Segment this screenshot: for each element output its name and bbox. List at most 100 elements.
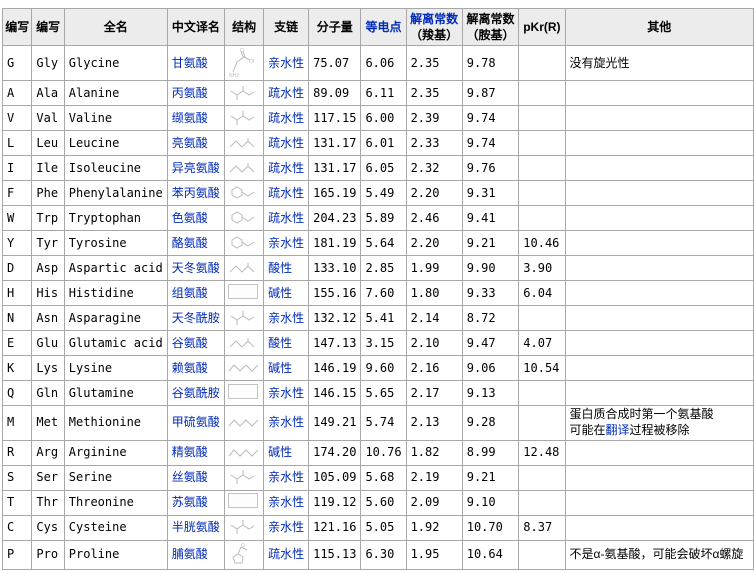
side-chain-link[interactable]: 亲水性 bbox=[268, 235, 305, 250]
side-chain-link[interactable]: 亲水性 bbox=[268, 519, 305, 534]
header-label-line2: （胺基） bbox=[466, 28, 515, 43]
side-chain-link[interactable]: 酸性 bbox=[268, 335, 293, 350]
other-notes bbox=[564, 355, 754, 382]
isoelectric-point: 5.74 bbox=[360, 405, 407, 441]
header-link[interactable]: 解离常数 bbox=[410, 12, 459, 26]
side-chain-link[interactable]: 亲水性 bbox=[268, 55, 305, 70]
chinese-name-link[interactable]: 丙氨酸 bbox=[171, 85, 208, 100]
header-link[interactable]: 等电点 bbox=[365, 20, 402, 35]
full-name: Proline bbox=[63, 539, 168, 570]
molecular-structure-icon[interactable]: O bbox=[228, 543, 254, 564]
table-row-ser: S Ser Serine 丝氨酸 亲水性 105.09 5.68 2.19 9.21 bbox=[1, 464, 754, 491]
molecular-structure-icon[interactable]: O OH NH2 bbox=[228, 48, 254, 78]
pk-amine: 9.78 bbox=[461, 45, 520, 82]
side-chain-cell: 疏水性 bbox=[263, 130, 310, 157]
chinese-name-link[interactable]: 苏氨酸 bbox=[171, 494, 208, 509]
side-chain-link[interactable]: 亲水性 bbox=[268, 310, 305, 325]
molecular-structure-icon[interactable] bbox=[228, 310, 256, 325]
side-chain-link[interactable]: 疏水性 bbox=[268, 160, 305, 175]
other-notes bbox=[564, 155, 754, 182]
pkr-value bbox=[518, 155, 566, 182]
table-row-leu: L Leu Leucine 亮氨酸 疏水性 131.17 6.01 2.33 9.74 bbox=[1, 130, 754, 157]
chinese-name-link[interactable]: 半胱氨酸 bbox=[171, 519, 220, 534]
molecular-weight: 105.09 bbox=[308, 464, 362, 491]
molecular-structure-icon[interactable] bbox=[228, 186, 258, 200]
column-header-mw: 分子量 bbox=[308, 7, 362, 47]
other-notes bbox=[564, 380, 754, 407]
chinese-name-link[interactable]: 精氨酸 bbox=[171, 444, 208, 459]
molecular-structure-icon[interactable] bbox=[228, 336, 256, 350]
chinese-name-link[interactable]: 脯氨酸 bbox=[171, 546, 208, 561]
pk-amine: 9.06 bbox=[461, 355, 520, 382]
isoelectric-point: 9.60 bbox=[360, 355, 407, 382]
isoelectric-point: 2.85 bbox=[360, 255, 407, 282]
side-chain-link[interactable]: 疏水性 bbox=[268, 546, 305, 561]
molecular-weight: 131.17 bbox=[308, 155, 362, 182]
side-chain-link[interactable]: 亲水性 bbox=[268, 415, 305, 430]
chinese-name-link[interactable]: 酪氨酸 bbox=[171, 235, 208, 250]
chinese-name-link[interactable]: 天冬氨酸 bbox=[171, 260, 220, 275]
chinese-name-link[interactable]: 赖氨酸 bbox=[171, 360, 208, 375]
side-chain-link[interactable]: 酸性 bbox=[268, 260, 293, 275]
other-notes bbox=[564, 255, 754, 282]
chinese-name-link[interactable]: 谷氨酰胺 bbox=[171, 385, 220, 400]
pk-carboxyl: 2.16 bbox=[405, 355, 463, 382]
side-chain-cell: 亲水性 bbox=[263, 305, 310, 332]
column-header-pi[interactable]: 等电点 bbox=[360, 7, 407, 47]
molecular-structure-icon[interactable] bbox=[228, 361, 260, 375]
chinese-name-link[interactable]: 丝氨酸 bbox=[171, 469, 208, 484]
side-chain-link[interactable]: 碱性 bbox=[268, 444, 293, 459]
chinese-name-link[interactable]: 甘氨酸 bbox=[171, 55, 208, 70]
side-chain-link[interactable]: 疏水性 bbox=[268, 210, 305, 225]
amino-acid-table: 编写 编写 全名 中文译名 结构 支链 分子量 等电点 解离常数 （羧基） 解离常数 （胺基） pKr(… bbox=[1, 7, 754, 570]
chinese-name-link[interactable]: 谷氨酸 bbox=[171, 335, 208, 350]
side-chain-link[interactable]: 碱性 bbox=[268, 360, 293, 375]
one-letter-code: P bbox=[1, 539, 33, 570]
side-chain-link[interactable]: 疏水性 bbox=[268, 185, 305, 200]
side-chain-link[interactable]: 亲水性 bbox=[268, 494, 305, 509]
note-link[interactable]: 翻译 bbox=[605, 422, 630, 437]
svg-text:O: O bbox=[241, 543, 245, 549]
pk-carboxyl: 2.20 bbox=[405, 230, 463, 257]
structure-cell bbox=[224, 405, 265, 441]
molecular-structure-icon[interactable] bbox=[228, 236, 258, 250]
chinese-name-link[interactable]: 缬氨酸 bbox=[171, 110, 208, 125]
column-header-pk_carboxyl[interactable]: 解离常数 （羧基） bbox=[405, 7, 463, 47]
side-chain-link[interactable]: 碱性 bbox=[268, 285, 293, 300]
molecular-structure-icon[interactable] bbox=[228, 261, 256, 275]
side-chain-cell: 酸性 bbox=[263, 255, 310, 282]
three-letter-code: Asn bbox=[31, 305, 65, 332]
molecular-structure-icon[interactable] bbox=[228, 85, 256, 100]
side-chain-link[interactable]: 疏水性 bbox=[268, 85, 305, 100]
molecular-structure-icon[interactable] bbox=[228, 445, 260, 459]
chinese-name-link[interactable]: 苯丙氨酸 bbox=[171, 185, 220, 200]
side-chain-link[interactable]: 疏水性 bbox=[268, 135, 305, 150]
chinese-name-link[interactable]: 色氨酸 bbox=[171, 210, 208, 225]
chinese-name-link[interactable]: 甲硫氨酸 bbox=[171, 415, 220, 430]
molecular-structure-icon[interactable] bbox=[228, 520, 256, 535]
chinese-name-link[interactable]: 天冬酰胺 bbox=[171, 310, 220, 325]
side-chain-link[interactable]: 亲水性 bbox=[268, 385, 305, 400]
pk-amine: 9.90 bbox=[461, 255, 520, 282]
structure-cell bbox=[224, 464, 265, 491]
molecular-structure-icon[interactable] bbox=[228, 161, 256, 175]
molecular-structure-icon[interactable] bbox=[228, 211, 258, 225]
chinese-name-cell: 天冬氨酸 bbox=[166, 255, 226, 282]
molecular-structure-icon[interactable] bbox=[228, 136, 256, 150]
molecular-structure-icon[interactable] bbox=[228, 470, 256, 485]
three-letter-code: Ile bbox=[31, 155, 65, 182]
chinese-name-link[interactable]: 亮氨酸 bbox=[171, 135, 208, 150]
three-letter-code: Val bbox=[31, 105, 65, 132]
side-chain-link[interactable]: 亲水性 bbox=[268, 469, 305, 484]
pkr-value bbox=[518, 45, 566, 82]
table-row-glu: E Glu Glutamic acid 谷氨酸 酸性 147.13 3.15 2.10 9.47… bbox=[1, 330, 754, 357]
chinese-name-link[interactable]: 异亮氨酸 bbox=[171, 160, 220, 175]
molecular-structure-icon[interactable] bbox=[228, 415, 260, 429]
isoelectric-point: 5.68 bbox=[360, 464, 407, 491]
table-row-tyr: Y Tyr Tyrosine 酪氨酸 亲水性 181.19 5.64 2.20 9.21 10.4… bbox=[1, 230, 754, 257]
full-name: Leucine bbox=[63, 130, 168, 157]
molecular-structure-icon[interactable] bbox=[228, 110, 256, 125]
side-chain-link[interactable]: 疏水性 bbox=[268, 110, 305, 125]
structure-cell bbox=[224, 80, 265, 107]
chinese-name-link[interactable]: 组氨酸 bbox=[171, 285, 208, 300]
